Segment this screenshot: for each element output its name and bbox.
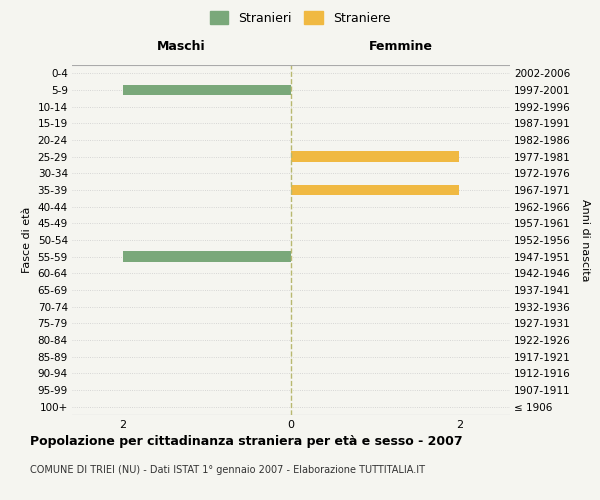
Bar [122, 251, 291, 262]
Bar [291, 184, 460, 196]
Bar [122, 84, 291, 96]
Text: Maschi: Maschi [157, 40, 206, 52]
Y-axis label: Fasce di età: Fasce di età [22, 207, 32, 273]
Text: Popolazione per cittadinanza straniera per età e sesso - 2007: Popolazione per cittadinanza straniera p… [30, 435, 463, 448]
Y-axis label: Anni di nascita: Anni di nascita [580, 198, 590, 281]
Text: COMUNE DI TRIEI (NU) - Dati ISTAT 1° gennaio 2007 - Elaborazione TUTTITALIA.IT: COMUNE DI TRIEI (NU) - Dati ISTAT 1° gen… [30, 465, 425, 475]
Text: Femmine: Femmine [368, 40, 433, 52]
Bar [291, 151, 460, 162]
Legend: Stranieri, Straniere: Stranieri, Straniere [205, 6, 395, 30]
